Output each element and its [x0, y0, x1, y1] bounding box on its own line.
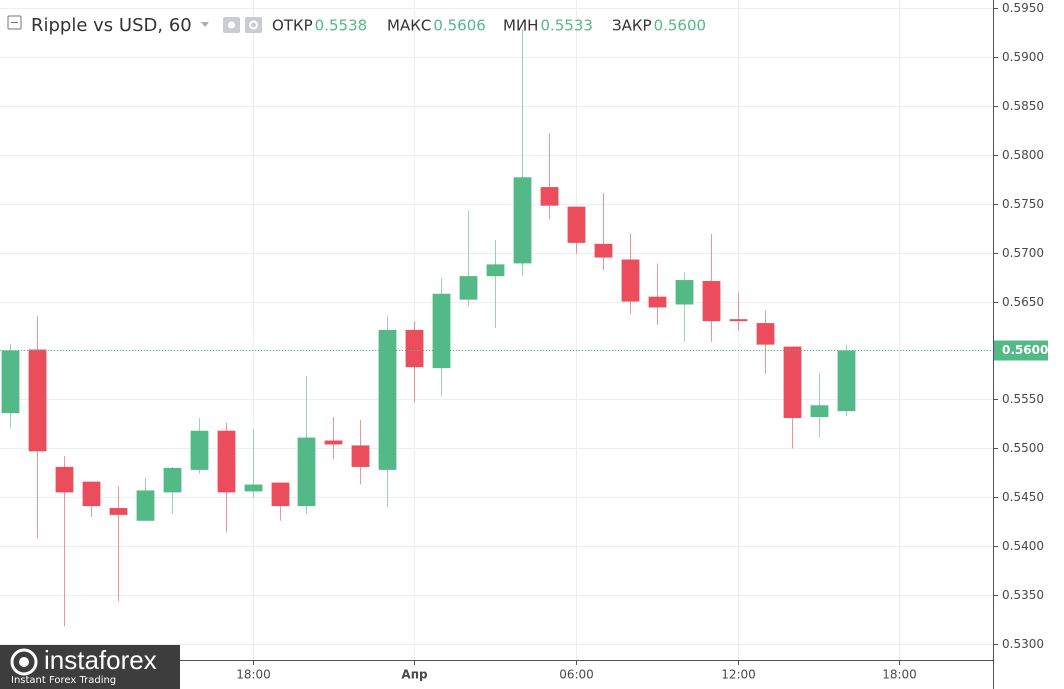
x-tick-label: 12:00	[721, 668, 756, 682]
settings-icon[interactable]	[245, 17, 262, 33]
axes: 0.5300 0.5350 0.5400 0.5450 0.5500 0.5550 0.56…	[236, 1, 1048, 682]
ohlc-label: ОТКР	[272, 17, 313, 35]
candle-body	[837, 350, 856, 412]
logo-ring	[10, 648, 38, 676]
ohlc-value: 0.5606	[433, 17, 486, 35]
candle-body	[1, 350, 20, 414]
candle-body	[55, 466, 74, 493]
watermark-logo	[10, 648, 38, 676]
candle-body	[297, 437, 316, 507]
candle-body	[486, 264, 505, 277]
symbol-title: Ripple vs USD, 60	[31, 15, 192, 36]
candle-body	[675, 280, 694, 305]
y-tick-label: 0.5850	[1002, 99, 1044, 113]
candle-body	[190, 430, 209, 470]
candle-body	[244, 484, 263, 492]
y-tick-label: 0.5300	[1002, 637, 1044, 651]
ohlc-label: ЗАКР	[612, 17, 652, 35]
x-tick-label: 18:00	[882, 668, 917, 682]
candle-body	[594, 243, 613, 258]
logo-core	[19, 657, 29, 667]
y-tick-label: 0.5500	[1002, 441, 1044, 455]
candle-body	[351, 445, 370, 467]
candle-body	[540, 187, 559, 206]
last-price-label: 0.5600	[1002, 343, 1048, 357]
candle-body	[28, 349, 47, 452]
watermark-brand: instaforex	[44, 645, 157, 675]
y-tick-label: 0.5400	[1002, 539, 1044, 553]
collapse-icon[interactable]	[7, 15, 22, 30]
ohlc-label: МИН	[503, 17, 538, 35]
y-tick-label: 0.5650	[1002, 295, 1044, 309]
x-tick-label: 06:00	[559, 668, 594, 682]
candle-body	[621, 259, 640, 302]
candle-body	[513, 177, 532, 264]
ohlc-header: ОТКР 0.5538 МАКС 0.5606 МИН 0.5533 ЗАКР 0.5600	[272, 17, 706, 35]
candle-body	[109, 508, 128, 515]
candle-body	[405, 329, 424, 368]
settings-icon-gear	[249, 20, 258, 30]
candle-body	[271, 482, 290, 507]
candle-body	[136, 490, 155, 521]
y-tick-label: 0.5550	[1002, 392, 1044, 406]
candle-body	[756, 323, 775, 345]
y-tick-label: 0.5950	[1002, 1, 1044, 15]
candle-body	[378, 329, 397, 470]
candle-body	[783, 346, 802, 419]
candle-body	[648, 296, 667, 308]
candle-body	[459, 276, 478, 300]
candles	[0, 29, 993, 627]
candle-body	[702, 281, 721, 322]
x-tick-label: Апр	[401, 668, 428, 682]
watermark-tagline: Instant Forex Trading	[11, 675, 116, 686]
y-tick-label: 0.5450	[1002, 490, 1044, 504]
x-tick-label: 18:00	[236, 668, 271, 682]
ohlc-label: МАКС	[387, 17, 431, 35]
ohlc-value: 0.5600	[654, 17, 707, 35]
candle-body	[82, 481, 101, 507]
dropdown-arrow[interactable]	[201, 22, 209, 27]
eye-icon-pupil	[228, 21, 235, 29]
candle-body	[432, 293, 451, 369]
candle-body	[217, 430, 236, 493]
y-tick-label: 0.5350	[1002, 588, 1044, 602]
y-tick-label: 0.5700	[1002, 246, 1044, 260]
candle-body	[567, 206, 586, 243]
y-tick-label: 0.5800	[1002, 148, 1044, 162]
y-tick-label: 0.5900	[1002, 50, 1044, 64]
candle-body	[810, 405, 829, 418]
ohlc-value: 0.5538	[315, 17, 368, 35]
ohlc-value: 0.5533	[540, 17, 593, 35]
y-tick-label: 0.5750	[1002, 197, 1044, 211]
candle-body	[163, 467, 182, 493]
last-price-box	[994, 340, 1048, 361]
candle-body	[324, 440, 343, 445]
candle-body	[729, 319, 748, 322]
